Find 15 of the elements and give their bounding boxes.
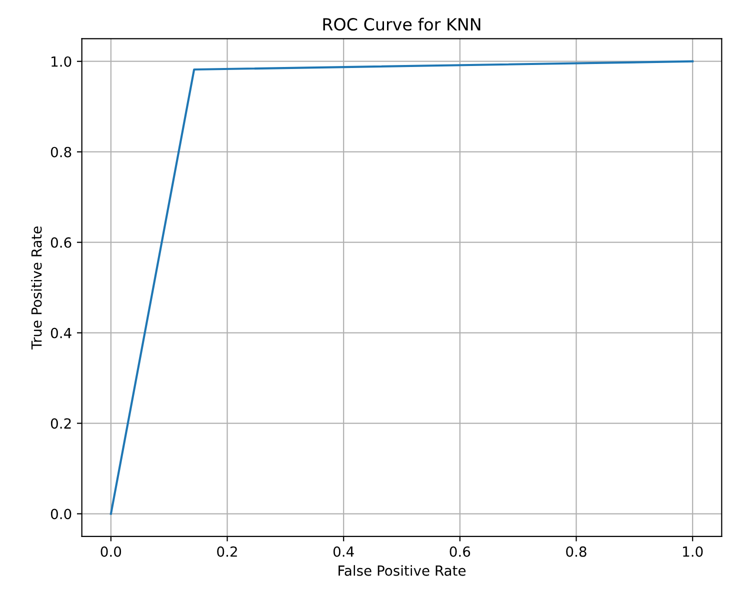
- y-tick-label: 1.0: [52, 56, 72, 67]
- y-tick-label: 0.4: [50, 328, 72, 338]
- x-axis-title: False Positive Rate: [338, 565, 466, 576]
- y-tick-label: 0.8: [50, 146, 72, 158]
- chart-title: ROC Curve for KNN: [323, 18, 480, 31]
- x-tick-label: 0.2: [217, 546, 237, 557]
- x-tick-label: 0.6: [450, 546, 470, 557]
- y-tick-label: 0.0: [50, 508, 72, 520]
- x-tick-label: 0.4: [333, 546, 354, 557]
- x-tick-label: 1.0: [683, 546, 703, 557]
- x-tick-label: 0.0: [100, 546, 122, 557]
- y-axis-title: True Positive Rate: [31, 226, 42, 350]
- x-tick-label: 0.8: [566, 546, 586, 557]
- y-tick-label: 0.6: [50, 237, 72, 248]
- y-tick-label: 0.2: [50, 418, 71, 429]
